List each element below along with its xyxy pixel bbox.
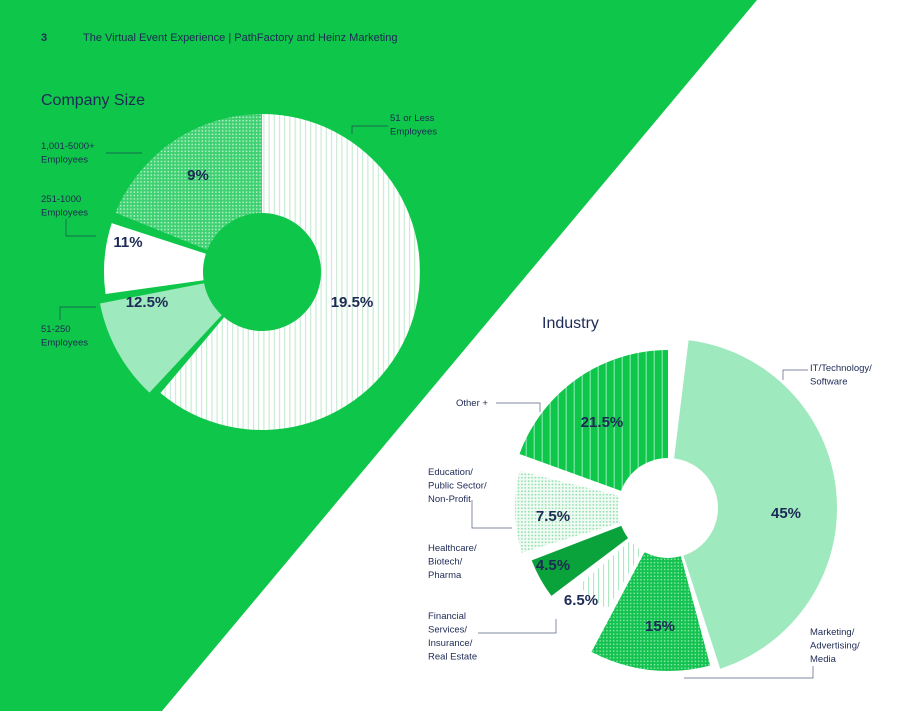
slice-marketing-advertising-media xyxy=(591,552,711,672)
slice-51-250-employees xyxy=(100,283,222,393)
category-label-251-1000-employees: 251-1000 Employees xyxy=(41,194,88,219)
slice-1-001-5000-employees xyxy=(115,113,262,250)
industry-title: Industry xyxy=(542,315,599,332)
value-label-51-or-less-employees: 19.5% xyxy=(331,294,374,311)
leader-line-financial-services-insurance-real-estate xyxy=(478,619,557,634)
category-label-it-technology-software: IT/Technology/Software xyxy=(810,363,872,388)
slice-financial-services-insurance-real-estate xyxy=(578,540,643,610)
category-label-51-or-less-employees: 51 or Less Employees xyxy=(390,113,437,138)
leader-line-51-250-employees xyxy=(59,306,96,320)
category-label-1-001-5000-employees: 1,001-5000+ Employees xyxy=(41,141,95,166)
category-label-other: Other + xyxy=(456,398,488,409)
value-label-other: 21.5% xyxy=(581,414,624,431)
category-label-financial-services-insurance-real-estate: Financial Services/Insurance/Real Estate xyxy=(428,611,477,663)
leader-line-251-1000-employees xyxy=(65,219,96,237)
leader-line-marketing-advertising-media xyxy=(684,666,814,679)
slice-it-technology-software xyxy=(674,340,838,669)
company-size-donut: 19.5% 12.5% 11% 9% xyxy=(100,113,420,430)
page-number: 3 xyxy=(41,32,47,44)
value-label-1-001-5000-employees: 9% xyxy=(187,167,209,184)
category-label-healthcare-biotech-pharma: Healthcare/Biotech/Pharma xyxy=(428,543,477,581)
document-title: The Virtual Event Experience | PathFacto… xyxy=(83,32,397,44)
slice-other xyxy=(519,350,668,491)
slice-51-or-less-employees xyxy=(160,114,420,430)
company-size-title: Company Size xyxy=(41,92,145,109)
slice-251-1000-employees xyxy=(104,223,206,294)
value-label-251-1000-employees: 11% xyxy=(113,234,142,251)
slice-healthcare-biotech-pharma xyxy=(531,525,629,596)
leader-line-education-public-sector-non-profit xyxy=(471,500,512,529)
value-label-education-public-sector-non-profit: 7.5% xyxy=(536,508,570,525)
leader-line-51-or-less-employees xyxy=(351,125,388,134)
value-label-healthcare-biotech-pharma: 4.5% xyxy=(536,557,570,574)
value-label-51-250-employees: 12.5% xyxy=(126,294,169,311)
leader-line-it-technology-software xyxy=(782,369,808,380)
category-label-education-public-sector-non-profit: Education/Public Sector/Non-Profit xyxy=(428,467,487,505)
value-label-marketing-advertising-media: 15% xyxy=(645,618,675,635)
slice-education-public-sector-non-profit xyxy=(515,470,621,553)
callouts: 51 or Less Employees 51-250 Employees 251-10… xyxy=(41,113,872,679)
industry-donut: 45% 15% 6.5% 4.5% 7.5% 21.5% xyxy=(515,340,838,672)
value-label-financial-services-insurance-real-estate: 6.5% xyxy=(564,592,598,609)
value-label-it-technology-software: 45% xyxy=(771,505,801,522)
leader-line-other xyxy=(496,402,541,412)
category-label-51-250-employees: 51-250 Employees xyxy=(41,324,88,349)
category-label-marketing-advertising-media: Marketing/Advertising/Media xyxy=(810,627,860,665)
